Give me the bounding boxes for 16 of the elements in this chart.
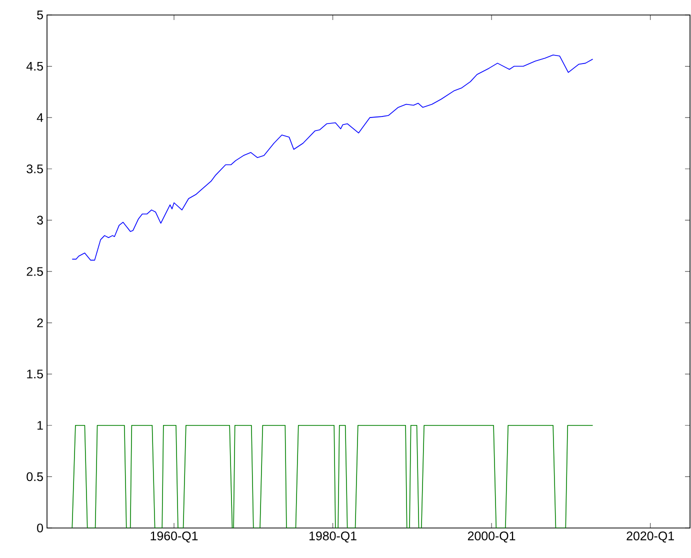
- y-tick-label: 0.5: [26, 472, 43, 482]
- y-tick-label: 3: [37, 216, 43, 225]
- x-tick-label: 1980-Q1: [310, 532, 356, 543]
- line-series: [72, 54, 594, 261]
- y-tick-label: 0: [37, 524, 43, 532]
- x-tick-label: 1960-Q1: [150, 532, 198, 543]
- x-tick-label: 2020-Q1: [626, 532, 674, 543]
- y-tick-label: 2.5: [26, 267, 43, 276]
- x-tick-label: 2000-Q1: [468, 532, 516, 543]
- y-tick-label: 2: [37, 318, 43, 328]
- y-tick-label: 5: [37, 10, 43, 20]
- y-tick-label: 4: [36, 113, 44, 122]
- y-tick-label: 4.5: [26, 62, 43, 71]
- y-tick-label: 1.5: [27, 370, 43, 378]
- y-tick-label: 1: [38, 421, 43, 430]
- y-tick-label: 3.5: [26, 164, 43, 174]
